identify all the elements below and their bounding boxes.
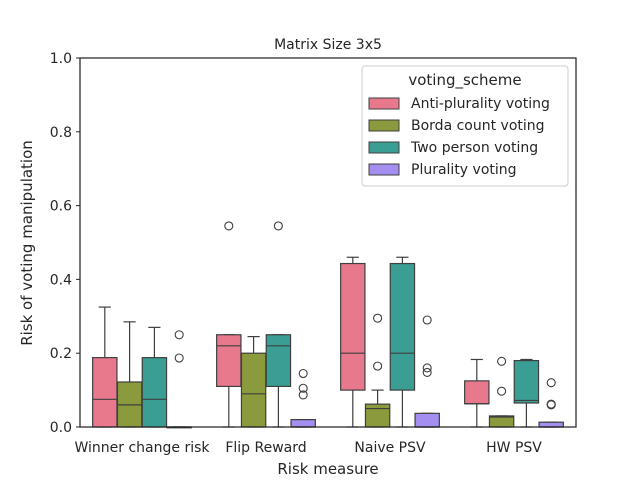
box-iqr <box>290 419 316 428</box>
outlier-point <box>373 313 383 323</box>
outlier-point <box>174 330 184 340</box>
box-iqr <box>389 262 416 391</box>
legend-swatch <box>368 97 400 110</box>
chart-title: Matrix Size 3x5 <box>274 37 382 53</box>
box-anti-plurality-voting <box>216 221 242 428</box>
legend-label: Plurality voting <box>411 162 517 178</box>
box-iqr <box>92 357 118 428</box>
box-two-person-voting <box>389 256 416 428</box>
outlier-point <box>174 353 184 363</box>
x-tick-label: Flip Reward <box>225 440 306 456</box>
legend-label: Two person voting <box>410 140 538 156</box>
box-iqr <box>364 403 391 428</box>
outlier-point <box>546 378 556 388</box>
y-axis: 0.0 0.2 0.4 0.6 0.8 1.0 <box>50 51 80 436</box>
outlier-point <box>298 383 308 393</box>
box-plurality-voting <box>290 368 316 428</box>
outlier-point <box>273 221 283 231</box>
box-borda-count-voting <box>240 335 267 428</box>
x-axis-label: Risk measure <box>277 460 378 478</box>
outlier-point <box>546 400 556 410</box>
y-tick-label: 0.4 <box>50 272 72 288</box>
y-tick-label: 0.2 <box>50 346 72 362</box>
box-anti-plurality-voting <box>92 306 118 428</box>
box-iqr <box>265 334 292 388</box>
box-two-person-voting <box>141 326 168 428</box>
box-iqr <box>216 334 242 388</box>
x-tick-label: Naive PSV <box>354 440 426 456</box>
outlier-point <box>298 368 308 379</box>
y-axis-label: Risk of voting manipulation <box>18 140 36 346</box>
x-tick-label: HW PSV <box>486 440 542 456</box>
outlier-point <box>298 390 308 400</box>
box-anti-plurality-voting <box>340 256 366 428</box>
legend: voting_scheme Anti-plurality voting Borda… <box>361 65 569 187</box>
legend-label: Borda count voting <box>411 118 545 134</box>
box-iqr <box>340 262 366 391</box>
box-borda-count-voting <box>488 356 515 428</box>
outlier-point <box>373 361 383 371</box>
plot-frame <box>79 57 577 428</box>
box-iqr <box>240 352 267 428</box>
outlier-point <box>422 315 432 325</box>
box-two-person-voting <box>265 221 292 428</box>
box-iqr <box>538 421 564 428</box>
legend-swatch <box>368 119 400 132</box>
box-iqr <box>513 359 540 404</box>
box-two-person-voting <box>513 358 540 428</box>
box-plurality-voting <box>166 330 192 429</box>
outlier-point <box>422 367 432 377</box>
outlier-point <box>497 386 507 396</box>
y-tick-label: 0.6 <box>50 199 72 215</box>
box-plurality-voting <box>414 315 440 428</box>
legend-label: Anti-plurality voting <box>411 96 550 112</box>
y-tick-label: 0.8 <box>50 125 72 141</box>
x-tick-label: Winner change risk <box>74 440 210 456</box>
outlier-point <box>422 363 432 373</box>
legend-swatch <box>368 163 400 176</box>
legend-title: voting_scheme <box>408 71 521 90</box>
outlier-point <box>224 221 234 231</box>
box-iqr <box>141 357 168 428</box>
box-anti-plurality-voting <box>464 358 490 428</box>
y-tick-label: 0.0 <box>50 420 72 436</box>
box-iqr <box>414 412 440 428</box>
plot-area <box>92 221 564 429</box>
box-plurality-voting <box>538 378 564 428</box>
legend-frame <box>361 65 569 187</box>
x-axis: Winner change risk Flip Reward Naive PSV HW… <box>74 440 542 456</box>
y-tick-label: 1.0 <box>50 51 72 67</box>
box-borda-count-voting <box>116 321 143 428</box>
box-borda-count-voting <box>364 313 391 428</box>
box-iqr <box>464 380 490 405</box>
outlier-point <box>497 356 507 366</box>
legend-swatch <box>368 141 400 154</box>
